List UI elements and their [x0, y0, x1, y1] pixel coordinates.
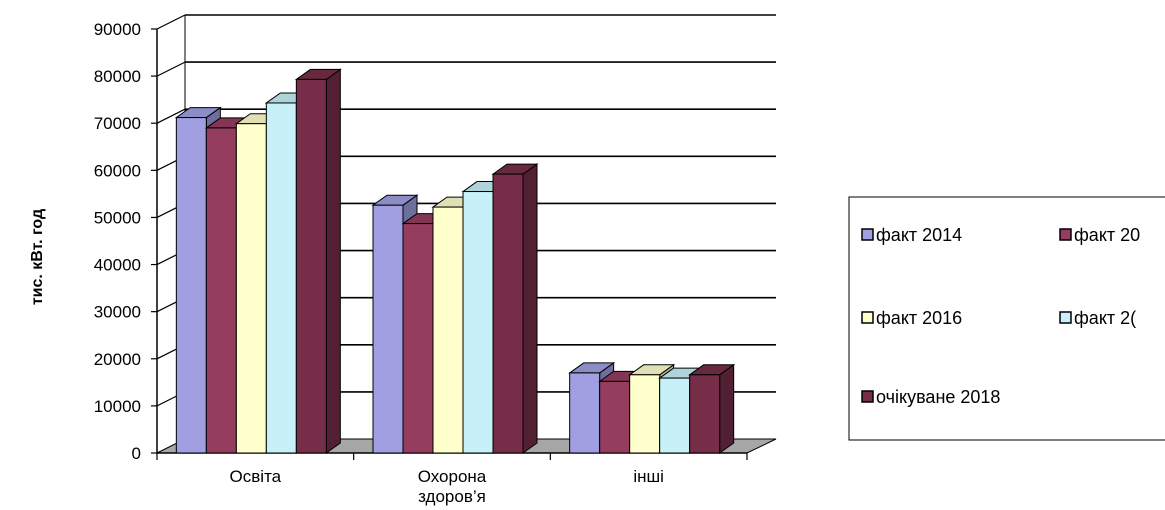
legend-label: факт 2014	[876, 225, 962, 245]
y-tick-label: 40000	[94, 256, 141, 275]
bar-front	[569, 372, 601, 454]
gridline-diag	[156, 61, 186, 77]
legend-label: факт 20	[1074, 225, 1140, 245]
x-tick-label: Освіта	[230, 467, 282, 486]
bar-side	[325, 68, 341, 454]
y-axis-title: тис. кВт. год	[29, 209, 46, 305]
x-tick-label: здоров’я	[418, 487, 486, 506]
legend-label: факт 2016	[876, 308, 962, 328]
bar-0-4	[294, 68, 342, 454]
bar-front	[689, 374, 721, 454]
gridline-diag	[156, 14, 186, 30]
legend-swatch	[861, 390, 874, 403]
legend-swatch	[861, 311, 874, 324]
bar-1-4	[491, 163, 539, 454]
legend-swatch	[861, 228, 874, 241]
bar-front	[599, 380, 631, 454]
y-tick-label: 90000	[94, 20, 141, 39]
y-tick-label: 10000	[94, 397, 141, 416]
y-tick-label: 20000	[94, 350, 141, 369]
bar-front	[205, 127, 237, 454]
bar-front	[295, 78, 327, 454]
bar-front	[492, 173, 524, 454]
bar-front	[659, 377, 691, 454]
legend-box	[848, 196, 1165, 441]
bar-front	[432, 206, 464, 454]
bar-front	[175, 117, 207, 454]
bar-side	[719, 363, 735, 454]
legend-label: факт 2(	[1074, 308, 1136, 328]
bar-front	[629, 374, 661, 454]
bar-2-4	[688, 363, 736, 454]
gridline-diag	[156, 108, 186, 124]
legend-label: очікуване 2018	[876, 387, 1000, 407]
y-tick-label: 30000	[94, 303, 141, 322]
y-tick-label: 0	[132, 444, 141, 463]
bar-side	[522, 163, 538, 454]
bar-front	[462, 191, 494, 454]
bar-front	[235, 123, 267, 454]
legend-swatch	[1059, 311, 1072, 324]
x-tick-label: інші	[633, 467, 664, 486]
x-tick-label: Охорона	[418, 467, 487, 486]
legend-swatch	[1059, 228, 1072, 241]
y-tick-label: 60000	[94, 161, 141, 180]
bar-front	[265, 102, 297, 454]
y-tick-label: 70000	[94, 114, 141, 133]
bar-front	[372, 204, 404, 454]
bar-front	[402, 223, 434, 454]
y-tick-label: 80000	[94, 67, 141, 86]
y-tick-label: 50000	[94, 208, 141, 227]
